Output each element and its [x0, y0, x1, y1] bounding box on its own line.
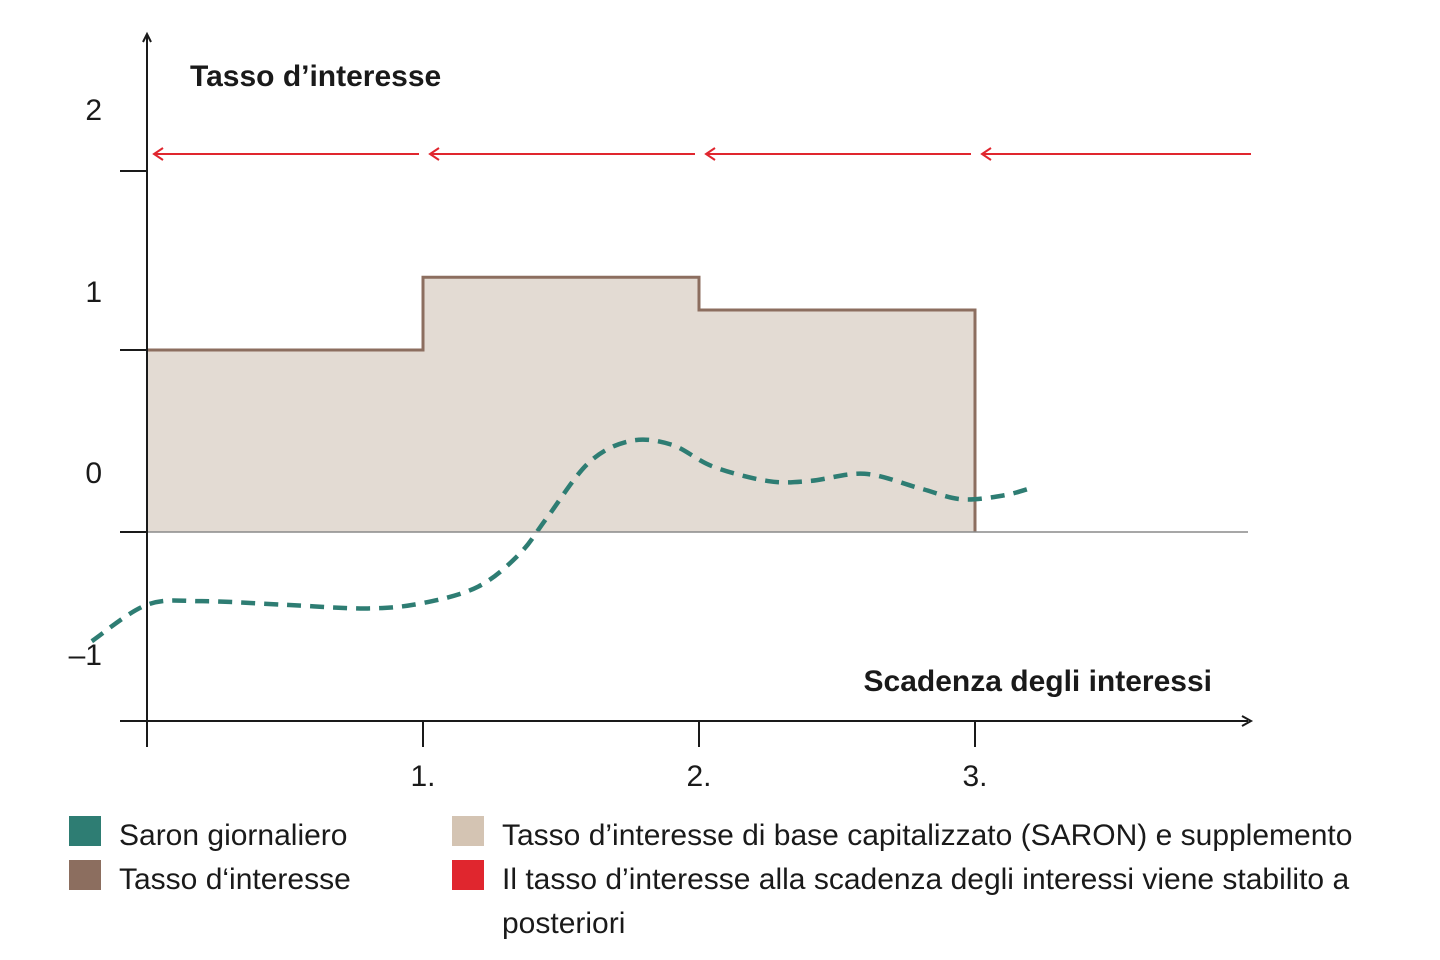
legend-right: Tasso d’interesse di base capitalizzato … [452, 814, 1412, 946]
step-line-layer [147, 275, 977, 532]
x-tick-label: 2. [686, 760, 711, 793]
legend-label: Il tasso d’interesse alla scadenza degli… [502, 863, 1350, 940]
legend-label: Tasso d’interesse di base capitalizzato … [502, 819, 1353, 852]
step-line [147, 275, 977, 532]
y-tick-label: –1 [69, 639, 102, 672]
area-fill [147, 277, 975, 532]
y-tick-label: 0 [85, 457, 102, 490]
y-tick-label: 2 [85, 94, 102, 127]
legend-item: Tasso d‘interesse [69, 858, 429, 902]
legend-swatch [69, 860, 101, 890]
red-arrowhead [152, 147, 164, 161]
red-arrowhead [428, 147, 440, 161]
legend-item: Tasso d’interesse di base capitalizzato … [452, 814, 1412, 858]
saron-line-layer [90, 437, 1031, 644]
x-axis-arrowhead [1241, 715, 1254, 727]
legend-item: Saron giornaliero [69, 814, 429, 858]
red-arrowhead [704, 147, 716, 161]
x-tick-label: 1. [410, 760, 435, 793]
red-arrowhead [980, 147, 992, 161]
legend-swatch [452, 860, 484, 890]
saron-dashed-line [90, 437, 1031, 644]
x-axis-title: Scadenza degli interessi [864, 665, 1212, 698]
red-arrows [152, 147, 1251, 161]
legend-label: Tasso d‘interesse [119, 863, 351, 896]
area-fill-layer [147, 277, 975, 532]
y-axis-arrowhead [142, 31, 152, 43]
chart-labels: 2 1 0 –1 1. 2. 3. Tasso d’interesse Scadenza deg… [69, 60, 1212, 793]
legend-label: Saron giornaliero [119, 819, 348, 852]
legend-item: Il tasso d’interesse alla scadenza degli… [452, 858, 1412, 946]
legend-swatch [452, 816, 484, 846]
axes [120, 31, 1254, 747]
chart: 2 1 0 –1 1. 2. 3. Tasso d’interesse Scadenza deg… [69, 31, 1254, 793]
y-axis-title: Tasso d’interesse [190, 60, 441, 93]
legend-left: Saron giornaliero Tasso d‘interesse [69, 814, 429, 902]
legend-swatch [69, 816, 101, 846]
y-tick-label: 1 [85, 276, 102, 309]
x-tick-label: 3. [962, 760, 987, 793]
